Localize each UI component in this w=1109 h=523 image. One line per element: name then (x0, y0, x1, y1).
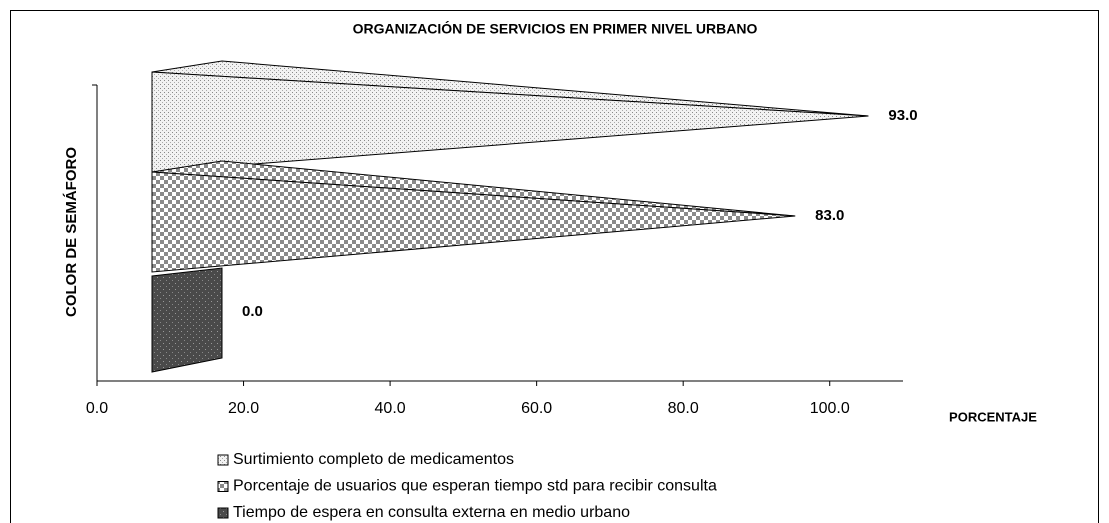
legend-swatch (217, 481, 229, 492)
chart-title: ORGANIZACIÓN DE SERVICIOS EN PRIMER NIVE… (353, 20, 758, 37)
legend-swatch (217, 454, 229, 466)
value-label: 83.0 (815, 207, 844, 224)
x-tick-label: 0.0 (86, 400, 108, 417)
bar-front-face (151, 71, 869, 173)
x-axis-label: PORCENTAJE (949, 409, 1037, 424)
y-axis-label: COLOR DE SEMÁFORO (63, 147, 80, 317)
x-tick-label: 40.0 (375, 400, 406, 417)
x-tick-label: 100.0 (810, 400, 850, 417)
bar (151, 60, 869, 173)
bar (151, 160, 796, 273)
legend-label: Porcentaje de usuarios que esperan tiemp… (233, 478, 717, 495)
x-tick-label: 20.0 (228, 400, 259, 417)
x-tick-label: 60.0 (521, 400, 552, 417)
bar-base (151, 267, 223, 373)
legend-label: Surtimiento completo de medicamentos (233, 451, 514, 468)
x-tick-label: 80.0 (668, 400, 699, 417)
bar-front-face (151, 171, 796, 273)
bar (151, 267, 223, 373)
legend-label: Tiempo de espera en consulta externa en … (233, 504, 630, 521)
chart-border (10, 10, 1099, 523)
value-label: 0.0 (242, 303, 263, 320)
value-label: 93.0 (888, 107, 917, 124)
legend-swatch (217, 507, 229, 519)
